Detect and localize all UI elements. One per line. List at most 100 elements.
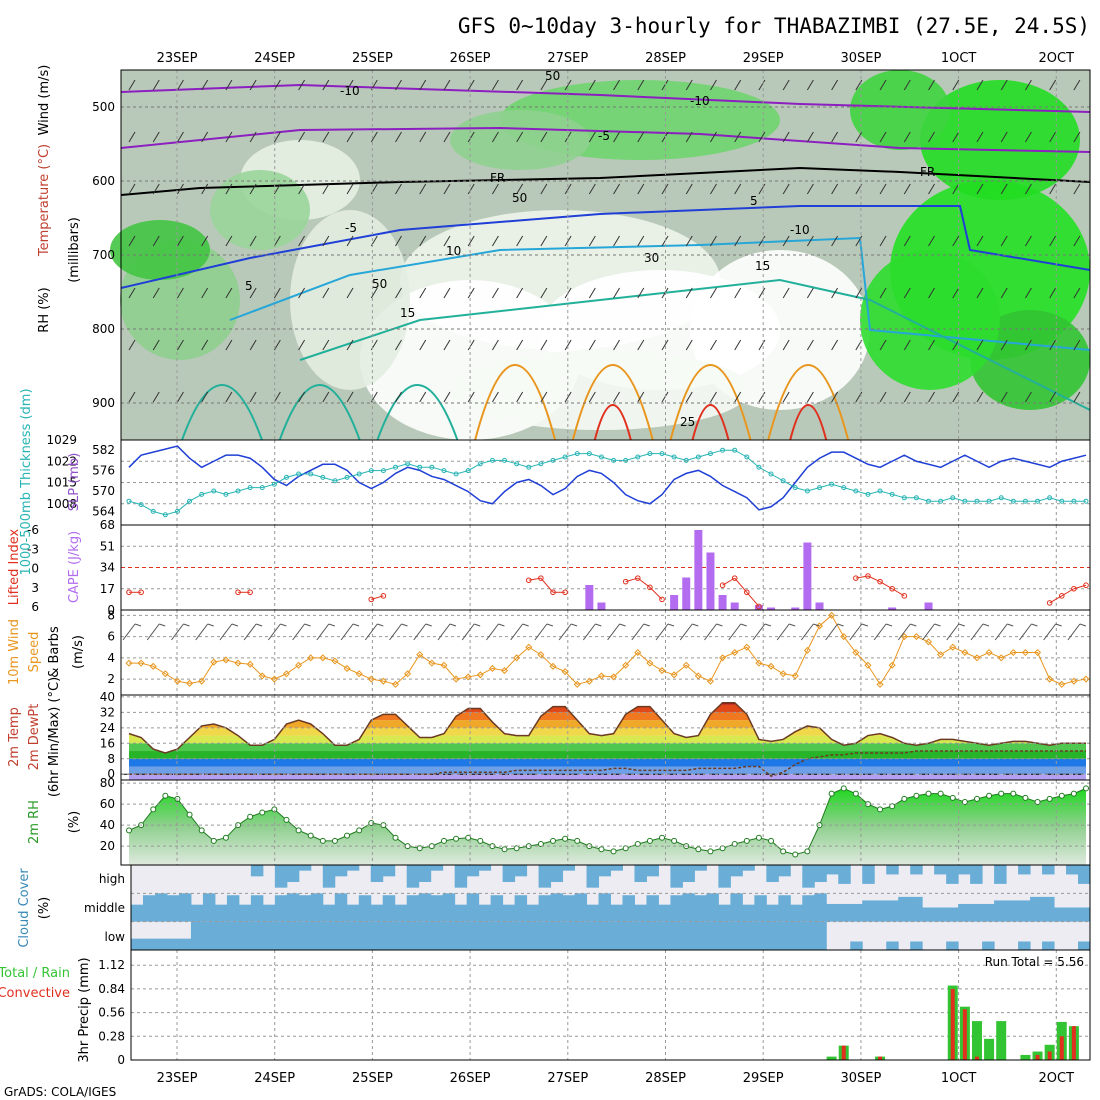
cloud-low-bar xyxy=(430,921,444,950)
rh-point xyxy=(477,837,484,844)
cloud-mid-bar xyxy=(934,907,947,922)
li-point xyxy=(659,596,665,603)
temp-y-tick: 16 xyxy=(100,736,115,750)
wind-barb xyxy=(1000,287,1008,299)
wind-barb xyxy=(419,79,427,91)
wind-barb xyxy=(952,131,960,143)
wind-barb xyxy=(461,623,475,641)
wind-barb xyxy=(225,183,233,195)
wind-barb xyxy=(540,79,548,91)
upper-y-tick: 700 xyxy=(92,248,115,262)
wind-barb xyxy=(346,391,354,403)
isotherm-line xyxy=(120,126,1091,153)
wind-barb xyxy=(491,79,499,91)
cloud-mid-bar xyxy=(994,900,1007,922)
wind-barb xyxy=(570,623,578,627)
wind-barb xyxy=(607,623,620,641)
rh-point xyxy=(513,845,520,852)
wind-barb xyxy=(486,623,499,641)
cloud-high-bar xyxy=(298,865,312,871)
thickness-point xyxy=(417,464,423,470)
wind-barb xyxy=(976,183,984,195)
wind-barb xyxy=(588,235,596,247)
rh-point xyxy=(598,846,605,853)
cloud-high-bar xyxy=(382,865,396,877)
wind-barb xyxy=(782,79,790,91)
wind-barb xyxy=(994,623,1008,641)
thickness-point xyxy=(829,481,835,487)
wind-barb xyxy=(322,339,330,351)
thickness-point xyxy=(271,481,277,487)
wind-barb xyxy=(516,235,524,247)
date-label-top: 28SEP xyxy=(645,51,686,66)
wind-barb xyxy=(849,623,863,641)
rh-point xyxy=(1034,799,1041,806)
cloud-mid-bar xyxy=(670,895,683,922)
thickness-point xyxy=(187,498,193,504)
wind-barb xyxy=(661,339,669,351)
thickness-point xyxy=(586,451,592,457)
cloud-mid-bar xyxy=(1018,900,1031,922)
cloud-high-bar xyxy=(634,865,647,882)
li-segment xyxy=(879,581,893,590)
thickness-point xyxy=(889,491,895,497)
thickness-point xyxy=(429,464,435,470)
wind-barb xyxy=(273,183,281,195)
cloud-low-bar xyxy=(526,921,540,950)
cloud-low-bar xyxy=(274,921,288,950)
thickness-point xyxy=(1071,498,1077,504)
wind-barb xyxy=(540,339,548,351)
wind-barb xyxy=(1025,131,1032,143)
cloud-high-bar xyxy=(502,865,516,882)
wind-speed-point xyxy=(888,661,896,669)
wind-speed-point xyxy=(731,648,739,657)
wind-barb xyxy=(346,339,354,351)
chart-title: GFS 0~10day 3-hourly for THABAZIMBI (27.… xyxy=(458,14,1090,38)
wind-barb xyxy=(1055,623,1062,627)
wind-barb xyxy=(346,287,354,299)
cloud-low-bar xyxy=(214,921,228,950)
wind-speed-point xyxy=(961,648,969,657)
rh-point xyxy=(671,837,678,844)
isotherm-wave xyxy=(181,384,263,441)
cloud-high-bar xyxy=(418,865,432,882)
wind-barb xyxy=(370,287,378,299)
rh-point xyxy=(562,835,569,842)
temp-band xyxy=(129,774,1086,780)
rh-point xyxy=(973,795,980,802)
wind-barb xyxy=(897,623,911,641)
cape-bar xyxy=(767,607,776,610)
li-segment xyxy=(637,577,651,588)
wind-barb xyxy=(976,235,984,247)
cloud-low-bar xyxy=(418,921,432,950)
wind-barb xyxy=(443,391,451,403)
date-label-bottom: 1OCT xyxy=(941,1071,977,1086)
wind-speed-point xyxy=(234,659,242,667)
precip-convective-bar xyxy=(1047,1051,1052,1060)
wind-barb xyxy=(861,623,868,627)
wind-barb xyxy=(637,391,645,403)
wind-barb xyxy=(637,183,645,195)
wind-barb xyxy=(564,183,572,195)
wind-barb xyxy=(879,391,887,403)
cloud-low-bar xyxy=(814,921,827,950)
wind-barb xyxy=(637,339,645,351)
wind-barb xyxy=(346,183,354,195)
wind-barb xyxy=(267,623,281,641)
cloud-mid-bar xyxy=(754,895,767,922)
cape-y-tick: 34 xyxy=(100,561,115,575)
temp-band xyxy=(129,735,1086,744)
wind-barb xyxy=(395,183,402,195)
wind-barb xyxy=(588,391,596,403)
cape-bar xyxy=(718,595,727,610)
cloud-mid-bar xyxy=(814,893,827,922)
precip-total-bar xyxy=(996,1021,1007,1060)
wind-barb xyxy=(588,79,596,91)
wind-barb xyxy=(813,623,820,627)
wind-barb xyxy=(655,623,669,641)
cloud-high-bar xyxy=(826,865,839,875)
contour-label: FR xyxy=(490,171,505,185)
wind-barb xyxy=(831,79,839,91)
wind-barb xyxy=(322,287,330,299)
